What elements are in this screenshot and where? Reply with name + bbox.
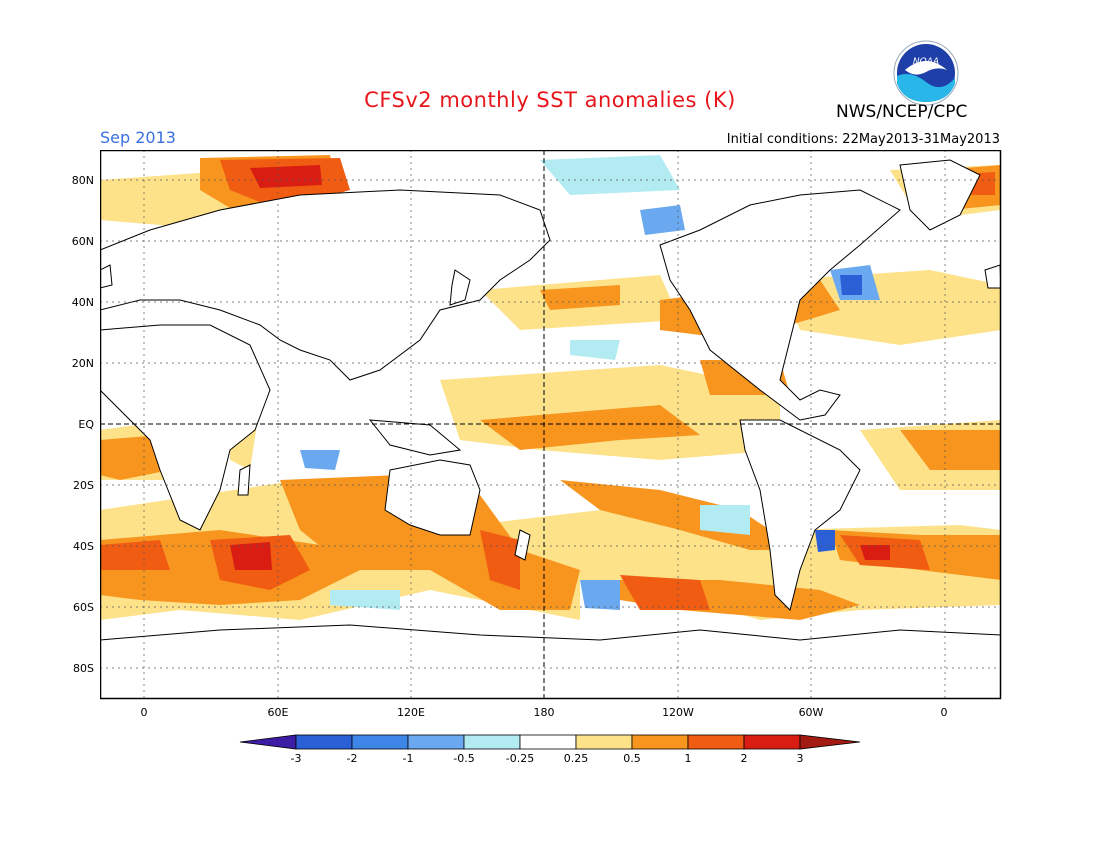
colorbar-label: -2 <box>346 752 358 765</box>
colorbar-label: -0.25 <box>505 752 535 765</box>
lat-label: EQ <box>78 418 94 431</box>
lat-label: 60N <box>71 235 94 248</box>
lat-label: 40S <box>73 540 94 553</box>
initial-conditions: Initial conditions: 22May2013-31May2013 <box>726 132 1000 147</box>
uk-east <box>984 264 1001 289</box>
japan <box>449 269 471 306</box>
colorbar-cell <box>407 734 465 750</box>
map-title: CFSv2 monthly SST anomalies (K) <box>364 88 736 112</box>
colorbar-label: -1 <box>402 752 414 765</box>
colorbar-label: 1 <box>684 752 692 765</box>
colorbar <box>239 734 861 750</box>
colorbar-min-arrow <box>239 734 297 750</box>
south-america <box>739 419 861 611</box>
logo-text: NOAA <box>913 57 939 67</box>
africa <box>100 324 271 531</box>
europe-asia <box>100 189 551 381</box>
colorbar-cell <box>519 734 577 750</box>
colorbar-cell <box>575 734 633 750</box>
lon-label: 60E <box>267 706 289 719</box>
lat-label: 20N <box>71 357 94 370</box>
lat-label: 60S <box>73 601 94 614</box>
uk <box>100 264 113 289</box>
colorbar-cell <box>743 734 801 750</box>
colorbar-label: 2 <box>740 752 748 765</box>
colorbar-cell <box>631 734 689 750</box>
lon-label: 60W <box>798 706 824 719</box>
anomaly-2-3 <box>230 165 890 570</box>
colorbar-label: 3 <box>796 752 804 765</box>
colorbar-cell <box>463 734 521 750</box>
noaa-logo: NOAA <box>893 40 959 106</box>
lon-label: 120E <box>397 706 425 719</box>
greenland <box>899 159 981 231</box>
colorbar-max-arrow <box>799 734 861 750</box>
lon-label: 0 <box>940 706 948 719</box>
lat-label: 40N <box>71 296 94 309</box>
organization-label: NWS/NCEP/CPC <box>836 102 968 122</box>
lon-label: 0 <box>140 706 148 719</box>
north-america <box>659 189 901 421</box>
lon-label: 120W <box>662 706 694 719</box>
lat-label: 80N <box>71 174 94 187</box>
new-zealand <box>514 529 531 561</box>
sst-anomaly-map <box>100 150 1002 700</box>
lat-label: 80S <box>73 662 94 675</box>
colorbar-label: 0.25 <box>563 752 589 765</box>
anomaly-neg-1 <box>815 275 862 552</box>
grid-lines <box>100 150 1001 699</box>
colorbar-cell <box>295 734 353 750</box>
colorbar-label: -0.5 <box>453 752 475 765</box>
colorbar-label: 0.5 <box>623 752 641 765</box>
colorbar-cell <box>687 734 745 750</box>
colorbar-label: -3 <box>290 752 302 765</box>
antarctica <box>100 624 1001 699</box>
lon-label: 180 <box>533 706 555 719</box>
madagascar <box>237 464 251 496</box>
continents <box>100 159 1001 699</box>
forecast-month: Sep 2013 <box>100 128 176 147</box>
lat-label: 20S <box>73 479 94 492</box>
reference-lines <box>100 150 1001 699</box>
anomaly-neg-0.25 <box>330 155 750 610</box>
australia <box>384 459 481 536</box>
colorbar-cell <box>351 734 409 750</box>
